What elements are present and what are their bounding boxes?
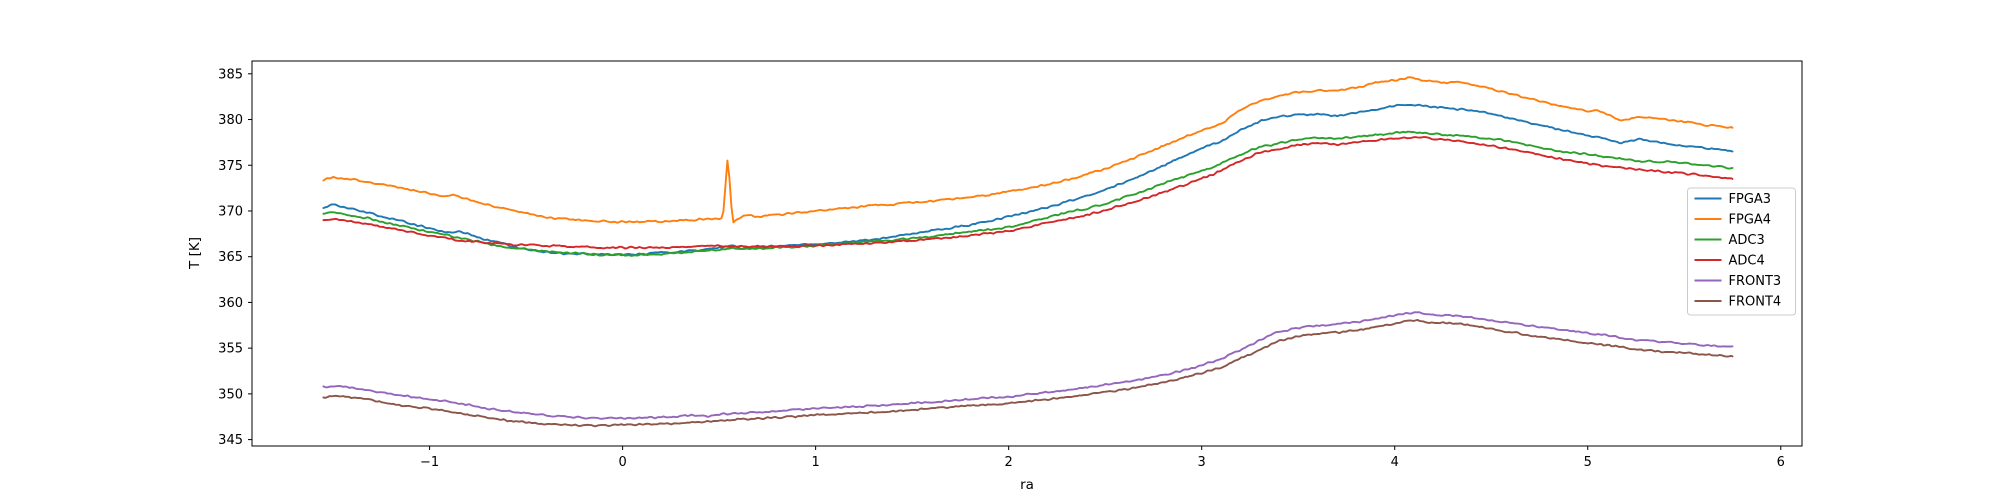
legend-item-FRONT4: FRONT4	[1694, 295, 1782, 310]
x-tick-label: −1	[420, 455, 439, 470]
x-tick-label: 4	[1391, 455, 1399, 470]
legend-label-FRONT4: FRONT4	[1729, 295, 1782, 310]
legend-label-FRONT3: FRONT3	[1729, 274, 1782, 289]
legend-label-ADC3: ADC3	[1729, 233, 1765, 248]
x-tick-label: 5	[1584, 455, 1592, 470]
y-tick-label: 350	[218, 387, 243, 402]
y-tick-label: 360	[218, 296, 243, 311]
y-tick-label: 365	[218, 250, 243, 265]
x-tick-label: 6	[1777, 455, 1785, 470]
x-axis-label: ra	[1020, 477, 1034, 493]
legend-item-ADC4: ADC4	[1694, 254, 1765, 269]
series-lines	[322, 76, 1734, 428]
series-line-FPGA4	[322, 76, 1734, 224]
x-axis-ticks: −1 0 1 2 3 4 5 6	[420, 446, 1785, 470]
legend-label-ADC4: ADC4	[1729, 254, 1765, 269]
legend-item-FRONT3: FRONT3	[1694, 274, 1782, 289]
y-tick-label: 355	[218, 342, 243, 357]
y-tick-label: 380	[218, 113, 243, 128]
x-tick-label: 1	[811, 455, 819, 470]
series-line-FRONT3	[322, 311, 1734, 420]
x-tick-label: 0	[618, 455, 626, 470]
y-axis-ticks: 345 350 355 360 365 370 375 380 385	[218, 67, 252, 448]
legend-label-FPGA4: FPGA4	[1729, 213, 1772, 228]
legend-item-FPGA4: FPGA4	[1694, 213, 1772, 228]
y-tick-label: 375	[218, 159, 243, 174]
legend-item-FPGA3: FPGA3	[1694, 192, 1772, 207]
y-tick-label: 370	[218, 204, 243, 219]
plot-area-border	[251, 60, 1803, 447]
y-tick-label: 385	[218, 67, 243, 82]
x-tick-label: 3	[1198, 455, 1206, 470]
series-line-ADC4	[322, 136, 1734, 250]
plot-border	[251, 60, 1803, 447]
legend-item-ADC3: ADC3	[1694, 233, 1765, 248]
series-line-ADC3	[322, 130, 1734, 257]
legend-label-FPGA3: FPGA3	[1729, 192, 1772, 207]
y-axis-label: T [K]	[187, 237, 203, 270]
y-tick-label: 345	[218, 433, 243, 448]
series-line-FPGA3	[322, 103, 1734, 257]
x-tick-label: 2	[1005, 455, 1013, 470]
legend: FPGA3 FPGA4 ADC3 ADC4 FRONT3 FRONT4	[1687, 187, 1796, 316]
series-line-FRONT4	[322, 318, 1734, 428]
